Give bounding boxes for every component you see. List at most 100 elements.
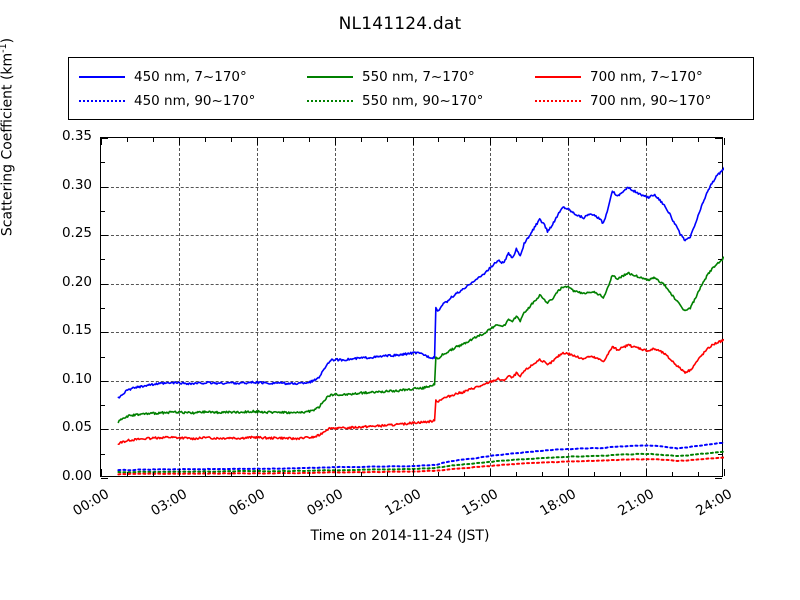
legend-label: 550 nm, 90~170° — [362, 92, 484, 109]
gridline-horizontal — [101, 283, 722, 285]
gridline-vertical — [178, 138, 180, 476]
legend-label: 550 nm, 7~170° — [362, 68, 475, 85]
x-axis-tick — [412, 138, 414, 145]
chart-title: NL141124.dat — [338, 14, 462, 34]
y-axis-minor-tick — [101, 405, 105, 407]
series-line — [118, 160, 724, 398]
legend-line-icon — [307, 71, 353, 83]
x-axis-tick-label: 18:00 — [537, 486, 580, 520]
x-axis-tick — [568, 469, 570, 476]
x-axis-minor-tick — [308, 472, 310, 476]
x-axis-label: Time on 2014-11-24 (JST) — [310, 528, 490, 544]
chart-legend: 450 nm, 7~170° 550 nm, 7~170° 700 nm, 7~17… — [68, 57, 754, 120]
legend-entry[interactable]: 450 nm, 7~170° — [69, 69, 297, 85]
y-axis-minor-tick — [718, 405, 722, 407]
y-axis-tick-label: 0.30 — [61, 176, 92, 193]
gridline-vertical — [256, 138, 258, 476]
x-axis-tick-label: 06:00 — [226, 486, 268, 520]
y-axis-minor-tick — [718, 453, 722, 455]
x-axis-tick-label: 21:00 — [615, 486, 658, 520]
y-axis-tick-label: 0.35 — [61, 128, 92, 144]
legend-label: 450 nm, 7~170° — [134, 68, 247, 85]
x-axis-minor-tick — [542, 138, 544, 142]
y-axis-tick — [715, 235, 722, 237]
x-axis-tick — [334, 138, 336, 145]
x-axis-tick — [178, 469, 180, 476]
y-axis-tick — [715, 380, 722, 382]
x-axis-minor-tick — [282, 472, 284, 476]
legend-entry[interactable]: 700 nm, 90~170° — [525, 93, 753, 109]
y-axis-minor-tick — [718, 210, 722, 212]
x-axis-minor-tick — [152, 138, 154, 142]
x-axis-tick-label: 12:00 — [381, 486, 424, 520]
x-axis-tick-label: 00:00 — [70, 486, 112, 520]
x-axis-tick — [646, 469, 648, 476]
data-series-layer — [101, 138, 722, 476]
x-axis-minor-tick — [308, 138, 310, 142]
y-axis-tick-label: 0.20 — [61, 273, 92, 290]
series-line — [118, 335, 724, 444]
x-axis-minor-tick — [542, 472, 544, 476]
y-axis-minor-tick — [101, 259, 105, 261]
y-axis-tick — [715, 186, 722, 188]
gridline-vertical — [490, 138, 492, 476]
x-axis-minor-tick — [516, 472, 518, 476]
y-axis-minor-tick — [718, 308, 722, 309]
legend-entry[interactable]: 450 nm, 90~170° — [69, 93, 297, 109]
gridline-horizontal — [101, 429, 722, 431]
x-axis-tick — [412, 469, 414, 476]
gridline-horizontal — [101, 186, 722, 188]
gridline-vertical — [568, 138, 570, 476]
y-axis-minor-tick — [101, 162, 105, 164]
plot-area — [100, 137, 725, 479]
legend-entry[interactable]: 550 nm, 90~170° — [297, 93, 525, 109]
y-axis-tick — [101, 186, 108, 188]
series-line — [118, 252, 724, 423]
x-axis-minor-tick — [594, 472, 596, 476]
y-axis-tick — [715, 138, 722, 139]
x-axis-minor-tick — [698, 472, 700, 476]
x-axis-minor-tick — [386, 472, 388, 476]
gridline-horizontal — [101, 332, 722, 334]
x-axis-minor-tick — [464, 138, 466, 142]
y-axis-tick — [715, 478, 722, 479]
x-axis-minor-tick — [386, 138, 388, 142]
x-axis-minor-tick — [126, 472, 128, 476]
x-axis-minor-tick — [672, 472, 674, 476]
y-axis-minor-tick — [101, 453, 105, 455]
x-axis-tick — [256, 469, 258, 476]
x-axis-tick — [646, 138, 648, 145]
y-axis-tick-label: 0.05 — [61, 419, 92, 436]
x-axis-minor-tick — [204, 138, 206, 142]
gridline-vertical — [334, 138, 336, 476]
legend-entry[interactable]: 550 nm, 7~170° — [297, 69, 525, 85]
legend-row: 450 nm, 7~170° 550 nm, 7~170° 700 nm, 7~17… — [69, 65, 753, 89]
y-axis-tick — [101, 283, 108, 285]
x-axis-minor-tick — [152, 472, 154, 476]
x-axis-tick-label: 15:00 — [459, 486, 502, 520]
x-axis-tick — [568, 138, 570, 145]
y-axis-tick — [101, 332, 108, 334]
x-axis-tick — [724, 138, 725, 145]
x-axis-minor-tick — [438, 138, 440, 142]
y-axis-minor-tick — [101, 308, 105, 309]
x-axis-tick — [490, 138, 492, 145]
y-axis-minor-tick — [101, 356, 105, 358]
legend-row: 450 nm, 90~170° 550 nm, 90~170° 700 nm, 90… — [69, 89, 753, 113]
legend-line-icon — [535, 71, 581, 83]
y-axis-tick — [715, 283, 722, 285]
y-axis-tick-label: 0.25 — [61, 225, 92, 242]
y-axis-tick — [101, 380, 108, 382]
x-axis-minor-tick — [126, 138, 128, 142]
legend-entry[interactable]: 700 nm, 7~170° — [525, 69, 753, 85]
y-axis-tick-label: 0.10 — [61, 370, 92, 387]
legend-label: 450 nm, 90~170° — [134, 92, 256, 109]
gridline-vertical — [412, 138, 414, 476]
x-axis-minor-tick — [464, 472, 466, 476]
x-axis-minor-tick — [594, 138, 596, 142]
x-axis-minor-tick — [672, 138, 674, 142]
x-axis-tick — [334, 469, 336, 476]
gridline-vertical — [646, 138, 648, 476]
legend-line-icon — [535, 95, 581, 107]
